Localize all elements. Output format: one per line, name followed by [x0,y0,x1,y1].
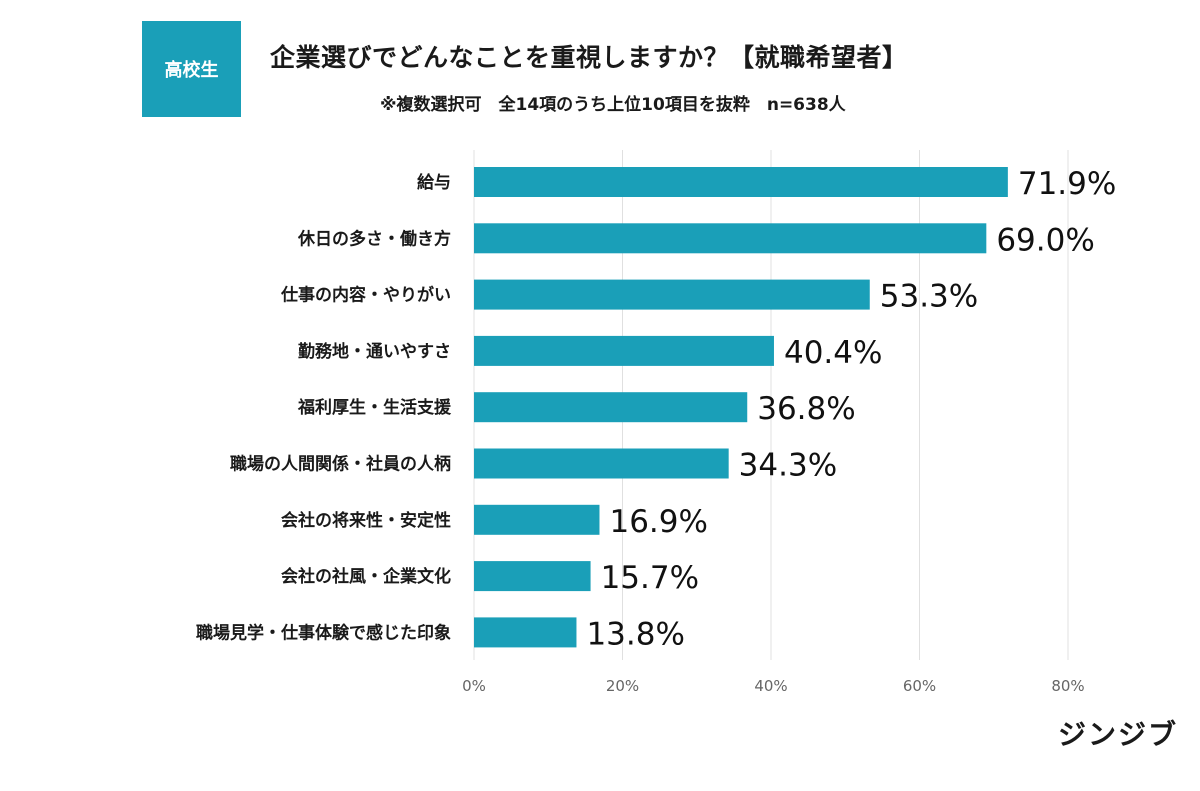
x-tick-label: 40% [754,677,787,695]
category-label: 会社の社風・企業文化 [281,566,451,587]
value-label: 16.9% [609,504,707,540]
value-label: 71.9% [1018,166,1116,202]
bar [474,335,774,366]
value-label: 40.4% [784,335,882,371]
value-label: 53.3% [880,279,978,315]
x-tick-label: 80% [1051,677,1084,695]
value-label: 36.8% [757,391,855,427]
category-label: 勤務地・通いやすさ [298,341,451,362]
x-tick-label: 0% [462,677,486,695]
bar [474,223,987,254]
value-label: 15.7% [601,560,699,596]
bar [474,279,870,310]
value-label: 34.3% [739,448,837,484]
audience-badge: 高校生 [142,21,241,117]
bar [474,448,729,479]
chart-subtitle: ※複数選択可 全14項のうち上位10項目を抜粋 n=638人 [380,95,846,115]
category-label: 給与 [417,172,451,193]
category-label: 福利厚生・生活支援 [297,397,452,418]
x-tick-label: 20% [606,677,639,695]
chart-title: 企業選びでどんなことを重視しますか？【就職希望者】 [270,43,908,72]
x-tick-label: 60% [903,677,936,695]
category-label: 職場の人間関係・社員の人柄 [230,454,451,475]
bar [474,504,600,535]
value-label: 69.0% [996,222,1094,258]
bar [474,392,748,423]
category-label: 休日の多さ・働き方 [297,228,451,249]
category-label: 会社の将来性・安定性 [281,510,451,531]
bar [474,561,591,592]
bar [474,167,1008,197]
category-label: 仕事の内容・やりがい [280,285,451,306]
brand-logo: ジンジブ [1058,718,1179,751]
value-label: 13.8% [586,616,684,652]
bar [474,617,577,648]
category-label: 職場見学・仕事体験で感じた印象 [196,622,451,643]
